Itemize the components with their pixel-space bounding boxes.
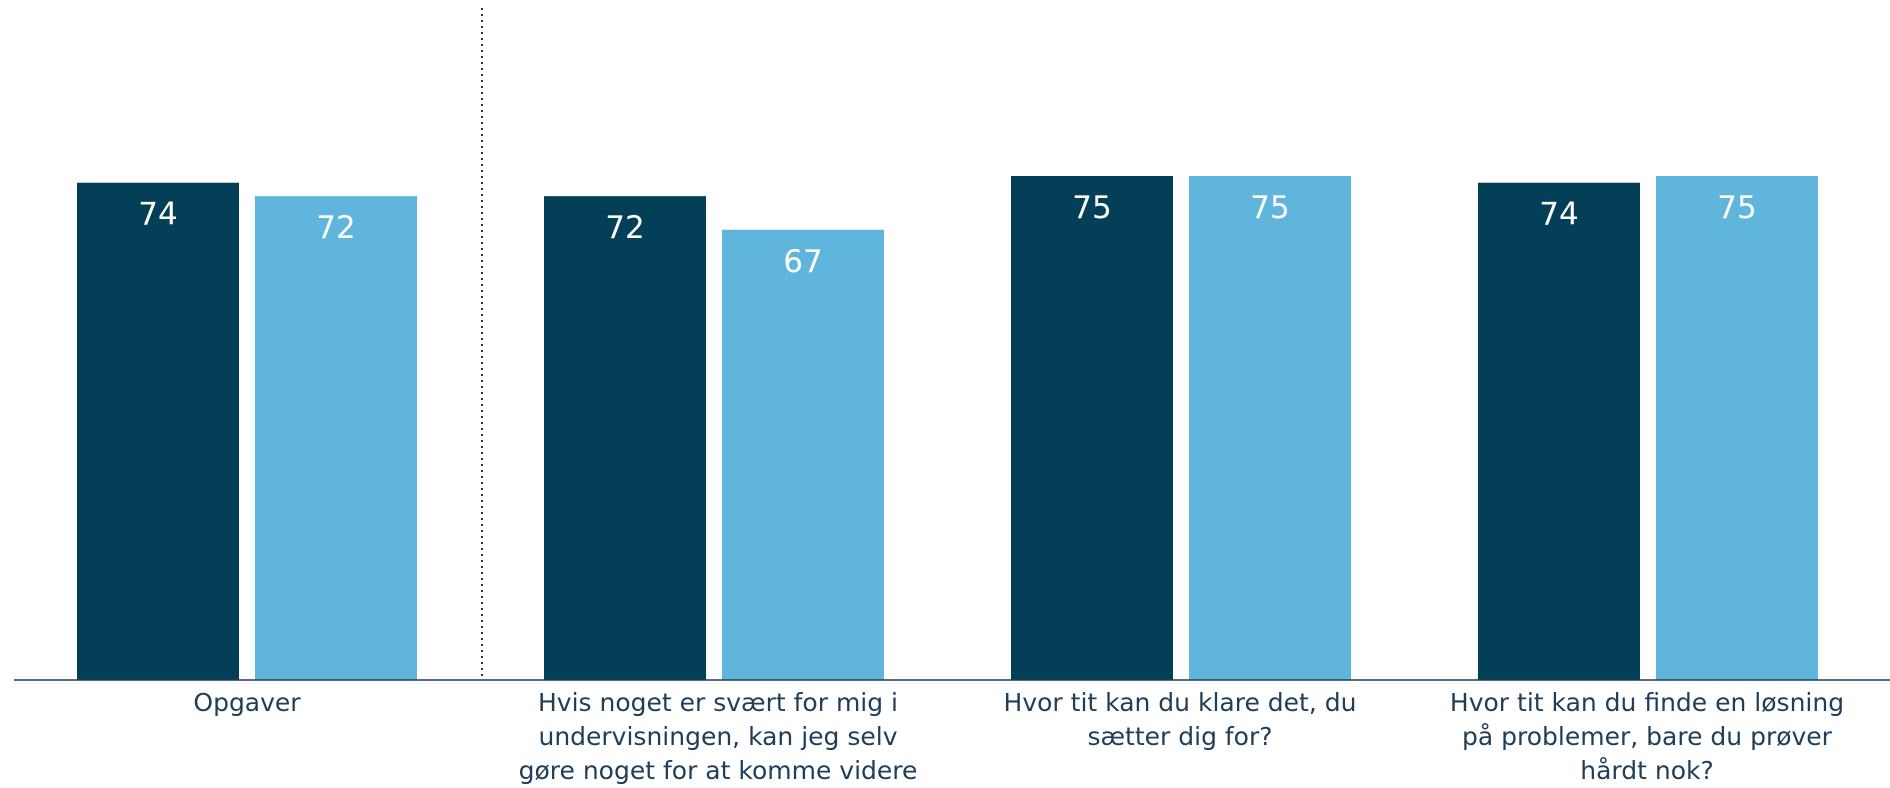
data-label-s1-c1: 74	[138, 197, 177, 233]
data-label-s2-c1: 72	[316, 210, 355, 246]
bar-s1-c4	[1478, 182, 1640, 680]
data-label-s1-c4: 74	[1539, 197, 1578, 233]
bar-s1-c1	[77, 182, 239, 680]
bar-s1-c3	[1011, 176, 1173, 680]
bar-s2-c2	[722, 229, 884, 680]
category-label-undervisning: Hvis noget er svært for mig i undervisni…	[518, 688, 918, 785]
data-label-s2-c4: 75	[1717, 190, 1756, 226]
bar-s2-c3	[1189, 176, 1351, 680]
bar-s2-c4	[1656, 176, 1818, 680]
data-label-s2-c3: 75	[1250, 190, 1289, 226]
bar-series-group: 74 72 75 74 72 67 75 75	[77, 176, 1818, 680]
category-label-loesning: Hvor tit kan du finde en løsning på prob…	[1449, 688, 1845, 785]
category-label-klare-det: Hvor tit kan du klare det, du sætter dig…	[1003, 688, 1357, 751]
data-label-s2-c2: 67	[783, 244, 822, 280]
data-label-s1-c3: 75	[1072, 190, 1111, 226]
data-label-s1-c2: 72	[605, 210, 644, 246]
bar-s2-c1	[255, 196, 417, 680]
bar-s1-c2	[544, 196, 706, 680]
category-label-opgaver: Opgaver	[193, 688, 301, 717]
